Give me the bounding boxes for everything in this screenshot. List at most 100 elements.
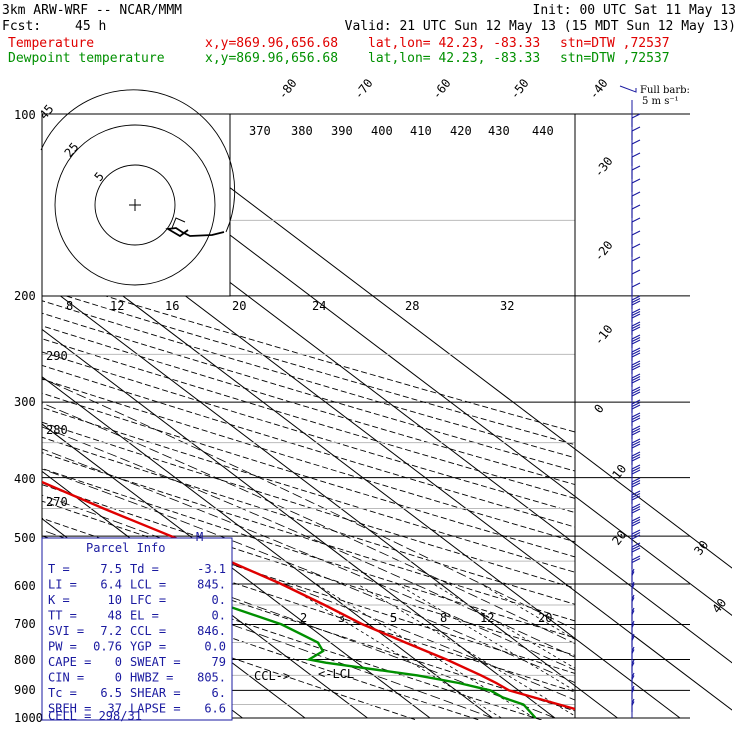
- mixing-ratio-label: 16: [165, 299, 179, 313]
- isotherm-line: [42, 423, 431, 719]
- pressure-tick-label: 300: [14, 395, 36, 409]
- parcel-value: 6.6: [204, 702, 226, 716]
- isotherm-label: -40: [586, 76, 610, 102]
- parcel-value: 79: [212, 655, 226, 669]
- parcel-key: Td =: [130, 562, 159, 576]
- theta-label: 410: [410, 124, 432, 138]
- parcel-key: LFC =: [130, 593, 166, 607]
- wind-barb-flag: [631, 139, 641, 145]
- hodograph-ring: [40, 89, 236, 233]
- parcel-value: 7.5: [100, 562, 122, 576]
- wind-barb-flag: [631, 547, 641, 553]
- wind-barb-flag: [631, 454, 641, 459]
- pressure-tick-label: 700: [14, 617, 36, 631]
- wind-barb-flag: [631, 217, 641, 223]
- mixing-ratio-label: 20: [232, 299, 246, 313]
- forecast-hours: 45 h: [75, 19, 107, 34]
- isotherm-label: -10: [591, 322, 615, 348]
- parcel-value: 48: [108, 609, 122, 623]
- wind-barb-flag: [631, 326, 641, 332]
- temperature-coords: x,y=869.96,656.68: [205, 36, 339, 51]
- mixing-ratio-label: 8: [440, 611, 447, 625]
- temperature-legend: Temperature: [8, 36, 95, 51]
- dewpoint-latlon: lat,lon= 42.23, -83.33: [368, 51, 541, 66]
- theta-left-label: 290: [46, 349, 68, 363]
- parcel-key: Tc =: [48, 686, 77, 700]
- parcel-value: 845.: [197, 578, 226, 592]
- wind-barb-flag: [631, 477, 641, 483]
- wind-barb-flag: [631, 243, 641, 249]
- wind-barb-flag: [631, 339, 641, 345]
- dewpoint-station: stn=DTW ,72537: [560, 51, 670, 66]
- pressure-tick-label: 1000: [14, 711, 43, 725]
- wind-barb-flag: [631, 321, 641, 327]
- wind-barb-flag: [631, 378, 641, 384]
- barb-key-label: Full barb:: [640, 85, 690, 96]
- wind-barb-flag: [631, 516, 641, 522]
- wind-barb-flag: [631, 506, 641, 511]
- pressure-tick-label: 800: [14, 653, 36, 667]
- wind-barb-flag: [631, 391, 641, 397]
- valid-time: Valid: 21 UTC Sun 12 May 13 (15 MDT Sun …: [344, 19, 736, 34]
- parcel-value: -3.1: [197, 562, 226, 576]
- wind-barb-flag: [631, 347, 641, 353]
- wind-barb-flag: [631, 113, 641, 119]
- isotherm-label: -20: [591, 238, 615, 264]
- wind-barb-flag: [631, 415, 641, 420]
- parcel-key: SREH =: [48, 702, 91, 716]
- parcel-info-title: Parcel Info: [86, 541, 165, 555]
- init-time: Init: 00 UTC Sat 11 May 13: [532, 3, 737, 18]
- isotherm-label: 0: [591, 402, 606, 416]
- isotherm-label: -50: [507, 76, 531, 102]
- parcel-key: CAPE =: [48, 655, 91, 669]
- wind-barb-flag: [631, 350, 641, 355]
- isotherm-label: -60: [429, 76, 453, 102]
- parcel-value: 0.: [212, 609, 226, 623]
- parcel-key: SVI =: [48, 624, 84, 638]
- wind-barb-flag: [631, 555, 641, 561]
- mixing-ratio-label: 12: [480, 611, 494, 625]
- wind-barb-flag: [631, 495, 641, 501]
- mixing-ratio-line: [357, 583, 575, 717]
- wind-barb-flag: [631, 451, 641, 457]
- wind-barb-flag: [631, 152, 641, 158]
- wind-barb-flag: [631, 404, 641, 410]
- isotherm-label: 40: [709, 596, 729, 616]
- mixing-ratio-label: 2: [300, 611, 307, 625]
- wind-barb-flag: [631, 456, 641, 462]
- wind-barb-flag: [631, 282, 641, 288]
- wind-barb-flag: [631, 545, 641, 550]
- parcel-value: 10: [108, 593, 122, 607]
- parcel-key: TT =: [48, 609, 77, 623]
- storm-motion-marker: [171, 217, 186, 229]
- wind-barb-flag: [631, 490, 641, 496]
- wind-barb-flag: [631, 399, 641, 405]
- wind-barb-flag: [631, 386, 641, 392]
- parcel-value: 0.: [212, 593, 226, 607]
- parcel-info-box: [41, 537, 233, 721]
- theta-label: 370: [249, 124, 271, 138]
- dry-adiabat-line: [42, 325, 575, 486]
- hodograph-ring: [54, 124, 216, 286]
- wind-barb-flag: [631, 467, 641, 472]
- wind-barb-flag: [631, 256, 641, 262]
- isotherm-line: [42, 470, 368, 719]
- wind-barb-flag: [631, 126, 641, 132]
- model-title: 3km ARW-WRF -- NCAR/MMM: [2, 3, 183, 18]
- mixing-ratio-line: [397, 583, 575, 692]
- wind-barb-flag: [631, 417, 641, 423]
- pressure-tick-label: 600: [14, 579, 36, 593]
- parcel-value: 0.0: [204, 640, 226, 654]
- wind-barb-flag: [631, 532, 641, 537]
- wind-barb-flag: [631, 360, 641, 366]
- dry-adiabat-line: [42, 338, 575, 499]
- wind-barb-flag: [631, 165, 641, 171]
- theta-label: 400: [371, 124, 393, 138]
- wind-barb-flag: [631, 503, 641, 509]
- dewpoint-coords: x,y=869.96,656.68: [205, 51, 339, 66]
- temperature-latlon: lat,lon= 42.23, -83.33: [368, 36, 541, 51]
- theta-label: 380: [291, 124, 313, 138]
- parcel-key: CCL =: [130, 624, 166, 638]
- wind-barb-flag: [631, 558, 641, 563]
